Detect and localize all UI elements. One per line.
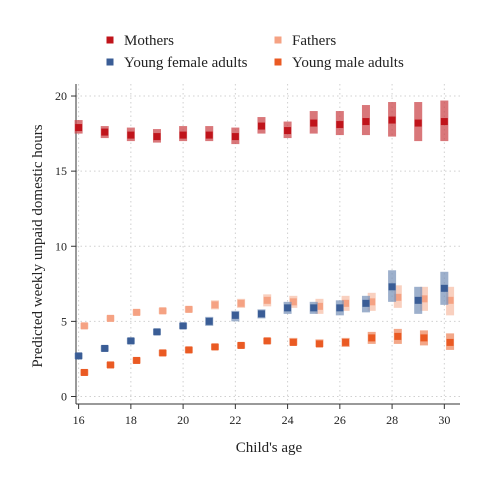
y-tick-label: 5 [61, 314, 67, 328]
data-point [394, 332, 402, 340]
data-point [211, 343, 219, 351]
legend-swatch [106, 36, 114, 44]
data-point [362, 118, 370, 126]
data-point [289, 298, 297, 306]
data-point [179, 131, 187, 139]
data-point [237, 299, 245, 307]
data-point [336, 304, 344, 312]
legend-label: Young female adults [124, 55, 248, 71]
data-point [446, 338, 454, 346]
legend-label: Fathers [292, 33, 336, 49]
data-point [414, 119, 422, 127]
data-point [446, 296, 454, 304]
legend: Mothers Fathers Young female adults Young m… [106, 33, 404, 71]
ticks: 16 18 20 22 24 26 28 30 0 5 10 15 20 [55, 89, 450, 427]
data-point [127, 337, 135, 345]
series-1 [80, 285, 455, 330]
data-point [133, 356, 141, 364]
legend-swatch [106, 58, 114, 66]
data-point [153, 328, 161, 336]
y-tick-label: 10 [55, 239, 67, 253]
data-point [420, 295, 428, 303]
x-tick-label: 28 [386, 413, 398, 427]
data-point [101, 344, 109, 352]
series-3 [80, 328, 455, 376]
x-tick-label: 22 [229, 413, 241, 427]
legend-swatch [274, 58, 282, 66]
data-point [205, 317, 213, 325]
data-point [75, 352, 83, 360]
data-point [310, 304, 318, 312]
data-point [388, 116, 396, 124]
data-point [75, 124, 83, 132]
axes [75, 84, 460, 405]
data-point [237, 341, 245, 349]
data-point [388, 283, 396, 291]
data-point [257, 122, 265, 130]
data-point [185, 346, 193, 354]
y-tick-label: 0 [61, 389, 67, 403]
data-point [106, 361, 114, 369]
x-tick-label: 26 [334, 413, 346, 427]
data-point [179, 322, 187, 330]
data-point [80, 368, 88, 376]
data-point [80, 322, 88, 330]
x-tick-label: 18 [125, 413, 137, 427]
data-point [284, 127, 292, 135]
data-point [263, 296, 271, 304]
y-tick-label: 20 [55, 89, 67, 103]
data-point [315, 302, 323, 310]
data-point [440, 118, 448, 126]
data-point [289, 338, 297, 346]
legend-label: Young male adults [292, 55, 404, 71]
legend-label: Mothers [124, 33, 174, 49]
series-0 [74, 100, 449, 145]
plot-area [74, 100, 455, 376]
data-point [394, 293, 402, 301]
x-tick-label: 24 [282, 413, 294, 427]
data-point [101, 128, 109, 136]
data-point [257, 310, 265, 318]
data-point [336, 121, 344, 129]
data-point [342, 338, 350, 346]
data-point [342, 299, 350, 307]
legend-swatch [274, 36, 282, 44]
data-point [159, 349, 167, 357]
data-point [231, 133, 239, 141]
data-point [185, 305, 193, 313]
x-tick-label: 20 [177, 413, 189, 427]
data-point [310, 119, 318, 127]
x-tick-label: 30 [438, 413, 450, 427]
data-point [106, 314, 114, 322]
series-2 [74, 270, 449, 360]
data-point [368, 298, 376, 306]
data-point [440, 284, 448, 292]
data-point [231, 311, 239, 319]
data-point [420, 334, 428, 342]
data-point [414, 296, 422, 304]
grid [76, 84, 460, 404]
data-point [205, 131, 213, 139]
data-point [284, 304, 292, 312]
data-point [211, 301, 219, 309]
x-tick-label: 16 [73, 413, 85, 427]
data-point [263, 337, 271, 345]
data-point [159, 307, 167, 315]
x-axis-title: Child's age [236, 440, 303, 456]
data-point [127, 131, 135, 139]
data-point [368, 334, 376, 342]
data-point [133, 308, 141, 316]
y-axis-title: Predicted weekly unpaid domestic hours [30, 124, 46, 367]
data-point [153, 133, 161, 141]
data-point [362, 299, 370, 307]
data-point [315, 340, 323, 348]
y-tick-label: 15 [55, 164, 67, 178]
